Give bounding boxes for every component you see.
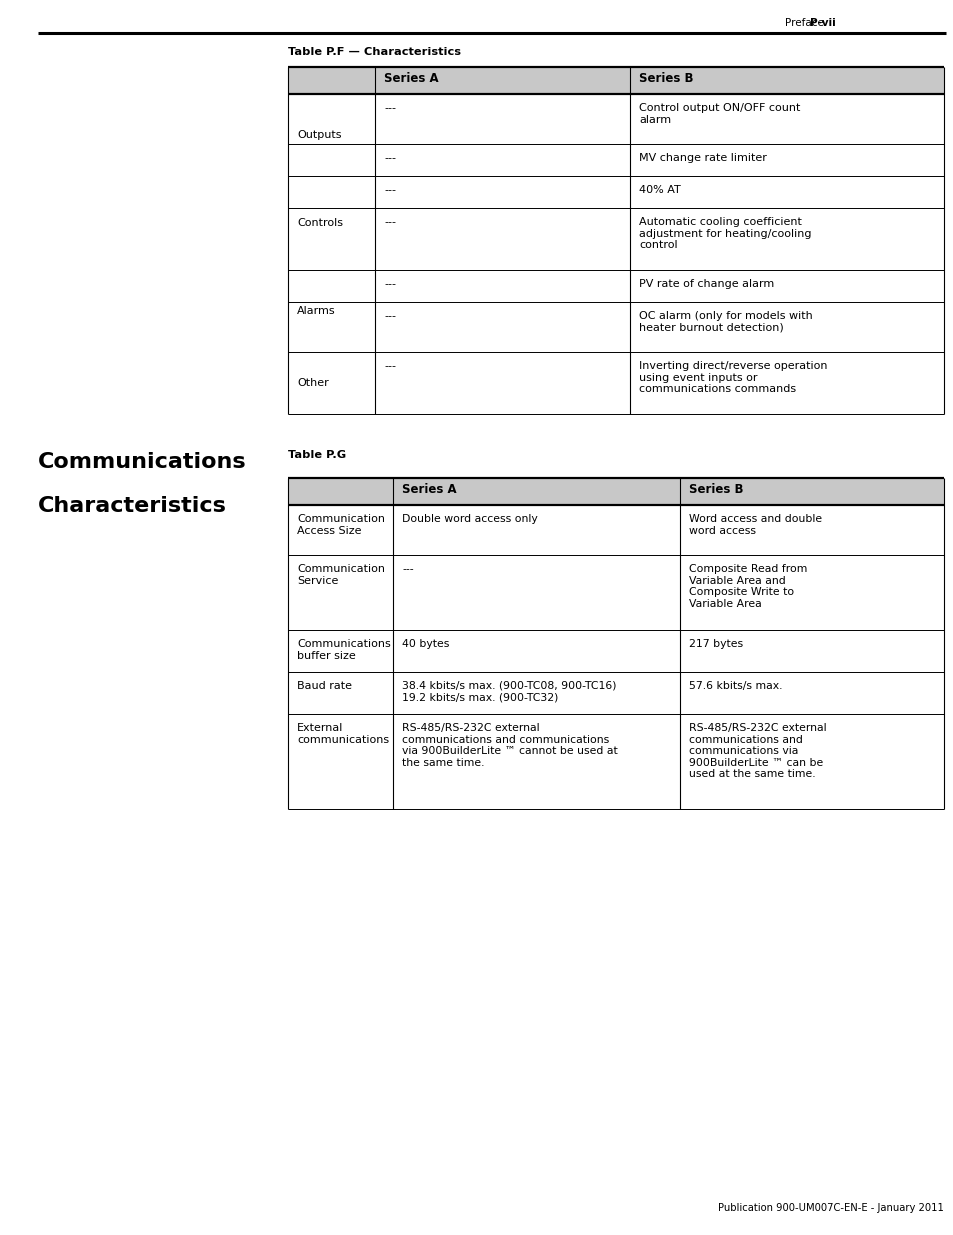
Text: ---: --- [384, 279, 395, 289]
Text: Outputs: Outputs [296, 130, 341, 140]
Text: Word access and double
word access: Word access and double word access [688, 514, 821, 536]
Text: Double word access only: Double word access only [401, 514, 537, 524]
Text: Characteristics: Characteristics [38, 496, 227, 516]
Text: Publication 900-UM007C-EN-E - January 2011: Publication 900-UM007C-EN-E - January 20… [718, 1203, 943, 1213]
Text: Table P.G: Table P.G [288, 450, 346, 459]
Text: Communication
Service: Communication Service [296, 564, 385, 585]
Text: Communications: Communications [38, 452, 247, 472]
Text: P-vii: P-vii [809, 19, 835, 28]
Text: 38.4 kbits/s max. (900-TC08, 900-TC16)
19.2 kbits/s max. (900-TC32): 38.4 kbits/s max. (900-TC08, 900-TC16) 1… [401, 680, 616, 703]
Text: MV change rate limiter: MV change rate limiter [639, 153, 766, 163]
Text: OC alarm (only for models with
heater burnout detection): OC alarm (only for models with heater bu… [639, 311, 812, 332]
Text: ---: --- [384, 311, 395, 321]
Text: Communication
Access Size: Communication Access Size [296, 514, 385, 536]
Text: Baud rate: Baud rate [296, 680, 352, 692]
Text: Alarms: Alarms [296, 306, 335, 316]
Text: PV rate of change alarm: PV rate of change alarm [639, 279, 774, 289]
Text: Series B: Series B [688, 483, 742, 496]
Text: Control output ON/OFF count
alarm: Control output ON/OFF count alarm [639, 103, 800, 125]
Bar [288, 478, 943, 505]
Bar [288, 67, 943, 94]
Text: Preface: Preface [784, 19, 823, 28]
Text: RS-485/RS-232C external
communications and communications
via 900BuilderLite ™ c: RS-485/RS-232C external communications a… [401, 722, 618, 768]
Text: Inverting direct/reverse operation
using event inputs or
communications commands: Inverting direct/reverse operation using… [639, 361, 826, 394]
Text: 57.6 kbits/s max.: 57.6 kbits/s max. [688, 680, 781, 692]
Text: Communications
buffer size: Communications buffer size [296, 638, 391, 661]
Text: 40 bytes: 40 bytes [401, 638, 449, 650]
Text: ---: --- [401, 564, 414, 574]
Text: Series A: Series A [384, 72, 438, 85]
Text: ---: --- [384, 185, 395, 195]
Text: RS-485/RS-232C external
communications and
communications via
900BuilderLite ™ c: RS-485/RS-232C external communications a… [688, 722, 825, 779]
Text: Composite Read from
Variable Area and
Composite Write to
Variable Area: Composite Read from Variable Area and Co… [688, 564, 806, 609]
Text: 40% AT: 40% AT [639, 185, 680, 195]
Text: Table P.F — Characteristics: Table P.F — Characteristics [288, 47, 460, 57]
Text: Controls: Controls [296, 219, 343, 228]
Text: External
communications: External communications [296, 722, 389, 745]
Text: ---: --- [384, 103, 395, 112]
Text: Series A: Series A [401, 483, 456, 496]
Text: Series B: Series B [639, 72, 693, 85]
Text: ---: --- [384, 153, 395, 163]
Text: ---: --- [384, 217, 395, 227]
Text: Other: Other [296, 378, 329, 388]
Text: ---: --- [384, 361, 395, 370]
Text: 217 bytes: 217 bytes [688, 638, 742, 650]
Text: Automatic cooling coefficient
adjustment for heating/cooling
control: Automatic cooling coefficient adjustment… [639, 217, 811, 251]
